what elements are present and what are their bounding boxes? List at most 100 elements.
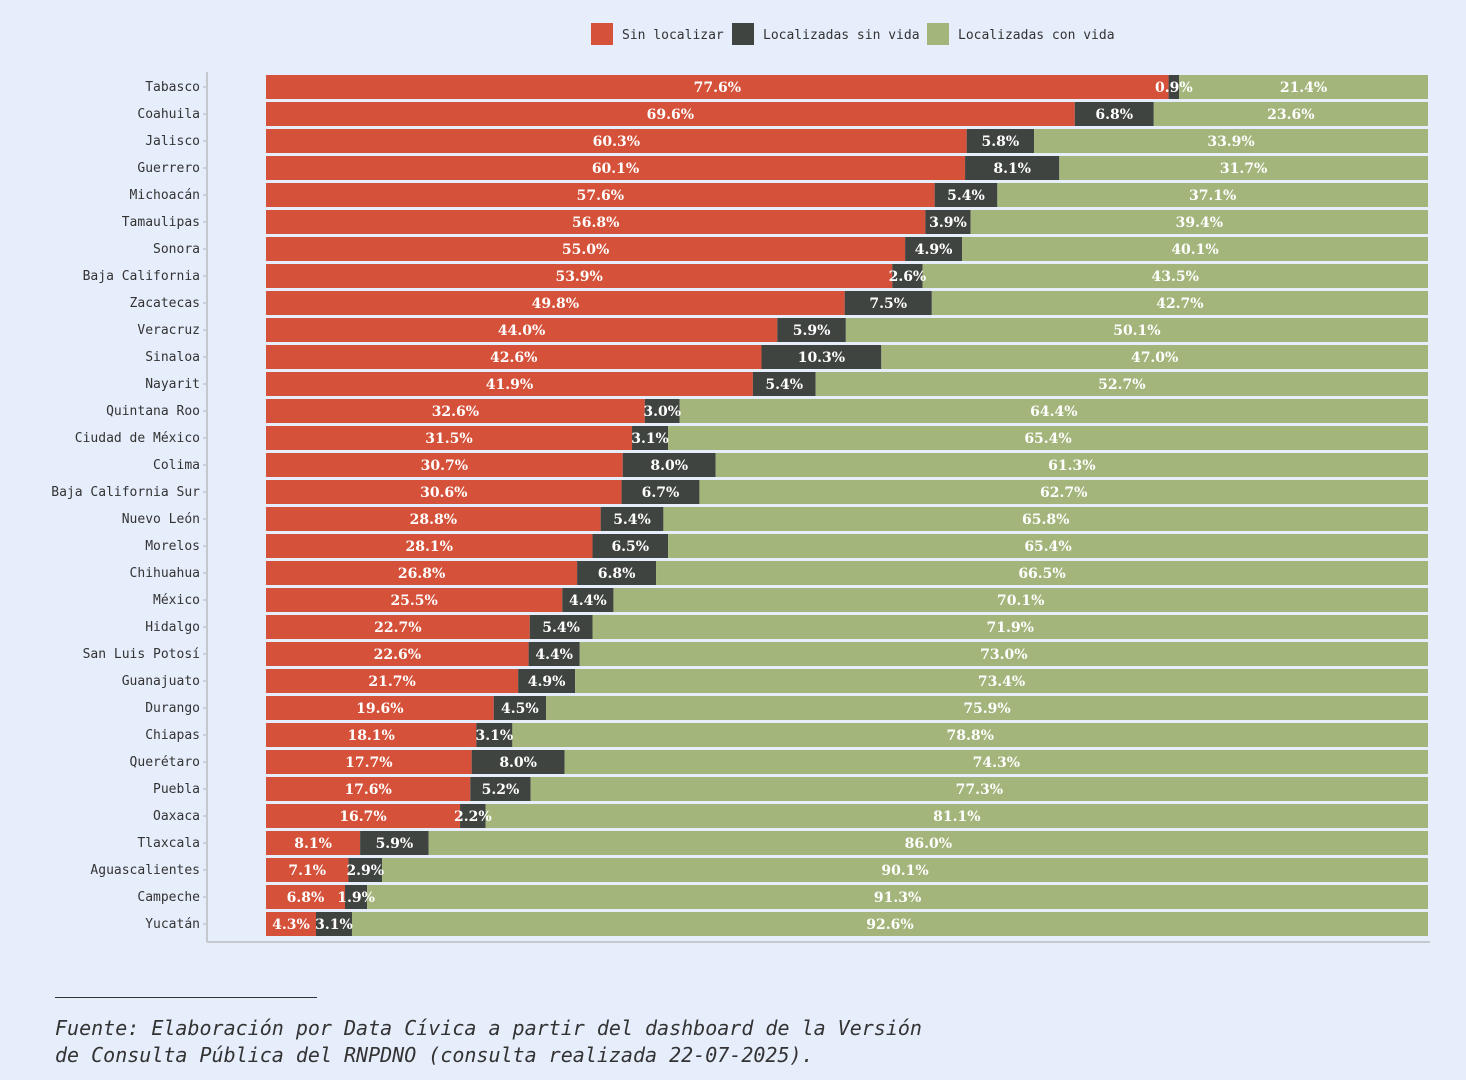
bar-segment: [266, 264, 893, 288]
bar-segment: [367, 885, 1428, 909]
data-label: 17.7%: [345, 755, 392, 771]
category-label: Tabasco: [145, 80, 200, 95]
data-label: 5.4%: [613, 512, 651, 528]
bar-segment: [845, 318, 1428, 342]
data-label: 39.4%: [1176, 215, 1223, 231]
source-divider: [55, 997, 317, 998]
bar-segment: [476, 723, 513, 747]
data-label: 5.2%: [482, 782, 520, 798]
bar-segment: [1059, 156, 1428, 180]
category-label: Querétaro: [130, 755, 200, 770]
data-label: 41.9%: [486, 377, 533, 393]
bar-segment: [577, 561, 657, 585]
data-label: 60.1%: [592, 161, 639, 177]
data-label: 6.5%: [611, 539, 649, 555]
data-label: 28.1%: [406, 539, 453, 555]
category-label: Nayarit: [145, 377, 200, 392]
data-label: 73.0%: [980, 647, 1027, 663]
category-label: Michoacán: [130, 188, 200, 203]
data-label: 5.8%: [982, 134, 1020, 150]
bar-segment: [892, 264, 923, 288]
data-label: 33.9%: [1207, 134, 1254, 150]
data-label: 3.1%: [315, 917, 353, 933]
bar-segment: [266, 912, 316, 936]
data-label: 22.7%: [374, 620, 421, 636]
data-label: 18.1%: [347, 728, 394, 744]
source-note: Fuente: Elaboración por Data Cívica a pa…: [55, 1015, 1055, 1069]
bar-segment: [485, 804, 1428, 828]
bar-segment: [266, 480, 622, 504]
data-label: 77.3%: [956, 782, 1003, 798]
bar-segment: [1179, 75, 1428, 99]
data-label: 16.7%: [339, 809, 386, 825]
legend-swatch: [732, 23, 754, 45]
bar-segment: [1153, 102, 1428, 126]
data-label: 30.6%: [420, 485, 467, 501]
data-label: 22.6%: [374, 647, 421, 663]
category-label: Quintana Roo: [106, 404, 200, 419]
bar-segment: [970, 210, 1428, 234]
legend-label: Localizadas sin vida: [763, 28, 920, 43]
bar-segment: [266, 75, 1169, 99]
data-label: 4.5%: [501, 701, 539, 717]
source-line-1: Fuente: Elaboración por Data Cívica a pa…: [55, 1016, 922, 1040]
bar-segment: [881, 345, 1428, 369]
data-label: 8.0%: [499, 755, 537, 771]
bar-segment: [777, 318, 846, 342]
bar-segment: [546, 696, 1428, 720]
bar-segment: [922, 264, 1428, 288]
data-label: 92.6%: [866, 917, 913, 933]
bar-segment: [266, 615, 530, 639]
data-label: 8.1%: [294, 836, 332, 852]
bar-segment: [266, 318, 778, 342]
legend-label: Sin localizar: [622, 28, 724, 43]
data-label: 1.9%: [337, 890, 375, 906]
category-label: Guanajuato: [122, 674, 200, 689]
data-label: 3.9%: [929, 215, 967, 231]
bar-segment: [1074, 102, 1154, 126]
bar-segment: [493, 696, 547, 720]
bar-segment: [266, 750, 472, 774]
data-label: 4.9%: [528, 674, 566, 690]
data-label: 56.8%: [572, 215, 619, 231]
data-label: 21.4%: [1280, 80, 1327, 96]
data-label: 42.7%: [1156, 296, 1203, 312]
bar-segment: [266, 642, 529, 666]
bar-segment: [351, 912, 1428, 936]
data-label: 5.4%: [947, 188, 985, 204]
bar-segment: [266, 156, 966, 180]
data-label: 37.1%: [1189, 188, 1236, 204]
bar-segment: [266, 372, 753, 396]
bar-segment: [966, 129, 1035, 153]
bar-segment: [518, 669, 576, 693]
category-label: Campeche: [137, 890, 200, 905]
category-label: Baja California Sur: [51, 485, 200, 500]
category-label: San Luis Potosí: [83, 647, 200, 662]
bar-segment: [962, 237, 1428, 261]
legend-label: Localizadas con vida: [958, 28, 1115, 43]
bar-segment: [315, 912, 352, 936]
data-label: 5.9%: [376, 836, 414, 852]
bar-segment: [266, 507, 601, 531]
category-label: Chiapas: [145, 728, 200, 743]
bar-segment: [934, 183, 998, 207]
data-label: 19.6%: [356, 701, 403, 717]
bar-segment: [348, 858, 383, 882]
data-label: 26.8%: [398, 566, 445, 582]
bar-segment: [266, 399, 645, 423]
bar-segment: [529, 615, 593, 639]
bar-segment: [613, 588, 1428, 612]
bar-segment: [266, 831, 361, 855]
bar-segment: [266, 534, 593, 558]
data-label: 6.7%: [642, 485, 680, 501]
data-label: 75.9%: [963, 701, 1010, 717]
chart-category-labels: Tabasco Coahuila Jalisco Guerrero Michoacán T…: [51, 80, 200, 932]
category-label: Nuevo León: [122, 512, 200, 527]
bar-segment: [622, 453, 716, 477]
data-label: 86.0%: [905, 836, 952, 852]
bar-segment: [345, 885, 368, 909]
data-label: 42.6%: [490, 350, 537, 366]
bar-segment: [460, 804, 486, 828]
data-label: 28.8%: [410, 512, 457, 528]
bar-segment: [266, 588, 563, 612]
